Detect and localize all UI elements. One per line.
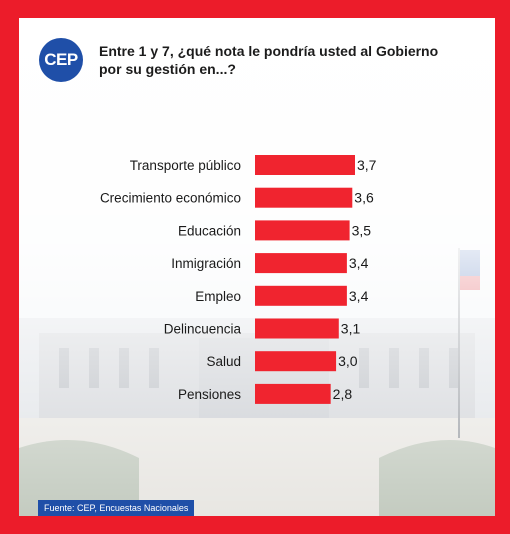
value-label: 3,1: [341, 321, 361, 337]
category-label: Empleo: [195, 289, 241, 304]
category-label: Salud: [206, 354, 241, 369]
bar: [255, 187, 353, 208]
bar: [255, 155, 355, 175]
category-label: Pensiones: [178, 387, 241, 402]
category-label: Crecimiento económico: [100, 191, 241, 206]
bar: [255, 318, 339, 339]
bar: [255, 285, 347, 306]
cep-logo: CEP: [39, 38, 83, 82]
bar-chart: Transporte público 3,7 Crecimiento económi…: [100, 155, 377, 404]
category-label: Educación: [178, 223, 241, 238]
value-label: 3,6: [354, 190, 374, 206]
bar: [255, 351, 337, 372]
value-label: 3,0: [338, 353, 358, 369]
value-label: 3,4: [349, 288, 369, 304]
value-label: 3,5: [352, 222, 372, 238]
cep-logo-text: CEP: [44, 50, 78, 69]
value-label: 3,4: [349, 255, 369, 271]
category-label: Transporte público: [130, 158, 241, 173]
category-label: Delincuencia: [164, 322, 242, 337]
value-label: 2,8: [333, 386, 353, 402]
value-label: 3,7: [357, 157, 377, 173]
source-note: Fuente: CEP, Encuestas Nacionales: [38, 500, 195, 516]
chart-question: Entre 1 y 7, ¿qué nota le pondría usted …: [99, 43, 439, 77]
bar: [255, 220, 350, 241]
chart-card: CEP Entre 1 y 7, ¿qué nota le pondría us…: [19, 18, 495, 516]
bar: [255, 253, 347, 274]
bar: [255, 383, 331, 404]
category-label: Inmigración: [171, 256, 241, 271]
